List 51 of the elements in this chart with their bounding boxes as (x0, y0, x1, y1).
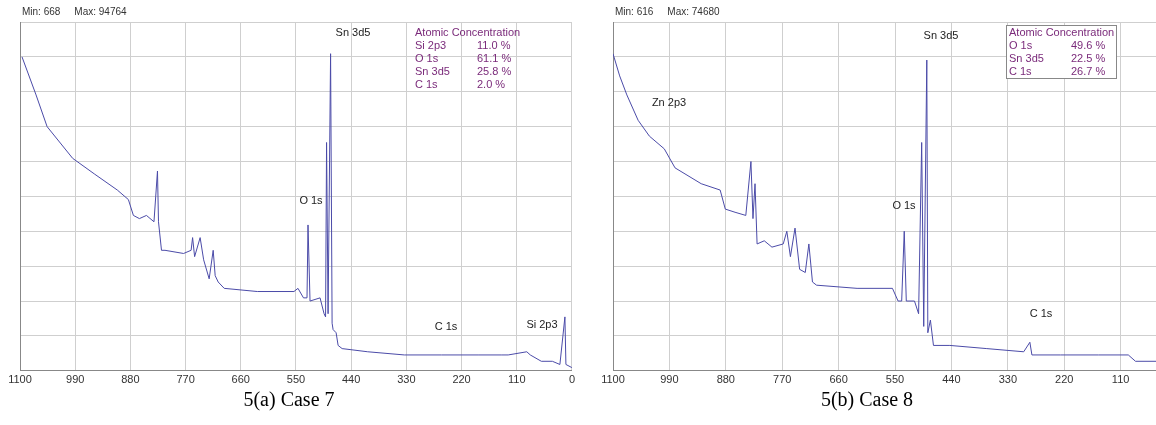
x-tick-label: 330 (998, 373, 1017, 386)
annotation: C 1s (1029, 307, 1053, 319)
annotation: Sn 3d5 (415, 65, 451, 78)
annotation: 61.1 % (477, 52, 512, 65)
x-tick-label: 550 (286, 373, 306, 386)
text: Si 2p3 (415, 39, 448, 52)
x-tick-label: 440 (942, 373, 961, 386)
x-tick-label: 990 (66, 373, 85, 386)
x-tick-label: 110 (507, 373, 526, 386)
annotation: 25.8 % (477, 65, 512, 78)
x-tick-label: 880 (716, 373, 735, 386)
text: 11.0 % (477, 39, 511, 52)
text: Sn 3d5 (335, 26, 371, 38)
annotation: 26.7 % (1071, 65, 1106, 78)
text: Sn 3d5 (923, 29, 959, 41)
text: Atomic Concentration (1009, 26, 1115, 39)
annotation: C 1s (434, 320, 458, 332)
annotation: Si 2p3 (526, 318, 558, 330)
text: Min: 668 (22, 6, 61, 17)
x-tick-label: 880 (121, 373, 140, 386)
annotation: Zn 2p3 (651, 96, 687, 108)
annotation: C 1s (415, 78, 439, 91)
x-tick-label: 220 (452, 373, 471, 386)
x-tick-label: 770 (176, 373, 195, 386)
x-tick-label: 220 (1055, 373, 1074, 386)
text: Max: 94764 (74, 6, 127, 17)
text: Atomic Concentration (415, 26, 521, 39)
x-tick-label: 1100 (8, 373, 32, 386)
x-tick-label: 550 (885, 373, 905, 386)
text: Max: 74680 (667, 6, 720, 17)
annotation: O 1s (892, 199, 916, 211)
annotation: O 1s (299, 194, 323, 206)
x-tick-label: 990 (660, 373, 679, 386)
x-tick-label: 0 (568, 373, 575, 386)
annotation: O 1s (415, 52, 440, 65)
text: 5(b) Case 8 (819, 388, 915, 411)
x-tick-label: 440 (341, 373, 361, 386)
annotation: Sn 3d5 (1009, 52, 1045, 65)
x-tick-label: 330 (397, 373, 416, 386)
text: Min: 616 (615, 6, 654, 17)
annotation: C 1s (1009, 65, 1033, 78)
x-tick-label: 770 (773, 373, 792, 386)
x-tick-label: 660 (829, 373, 848, 386)
x-tick-label: 110 (1111, 373, 1130, 386)
text: 49.6 % (1071, 39, 1106, 52)
x-tick-label: 1100 (601, 373, 625, 386)
text: 5(a) Case 7 (242, 388, 336, 411)
annotation: 22.5 % (1071, 52, 1106, 65)
x-tick-label: 660 (231, 373, 250, 386)
text: O 1s (1009, 39, 1034, 52)
annotation: 2.0 % (477, 78, 506, 91)
